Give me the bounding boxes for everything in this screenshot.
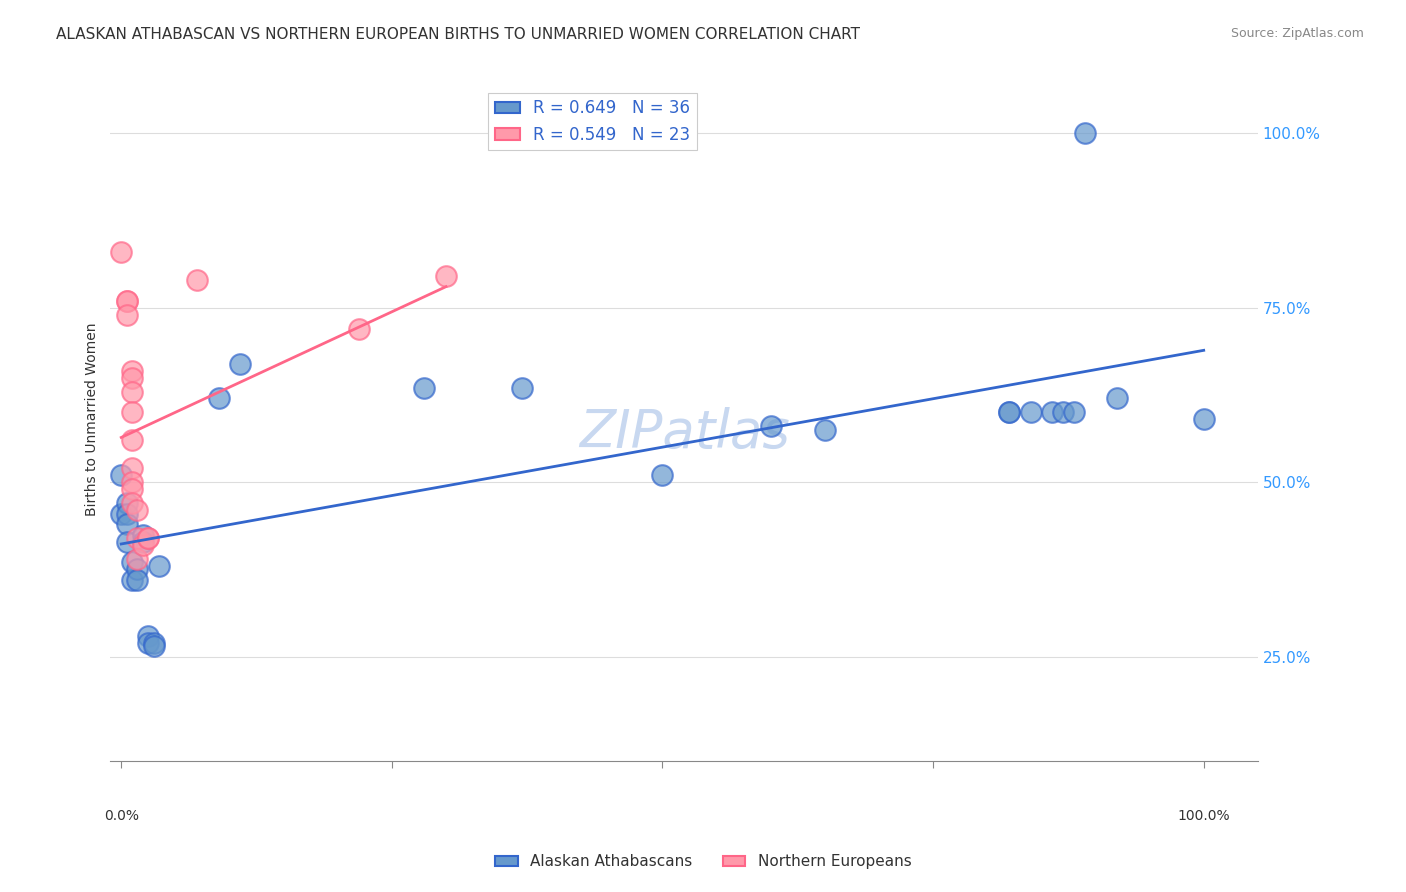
Point [127,552,149,566]
Point [127,573,149,587]
Point [759,419,782,434]
Point [814,423,837,437]
Point [434,269,457,284]
Point [136,531,159,545]
Point [121,475,143,490]
Point [510,381,533,395]
Legend: Alaskan Athabascans, Northern Europeans: Alaskan Athabascans, Northern Europeans [488,848,918,875]
Point [1107,392,1129,406]
Point [115,507,138,521]
Text: ZIPatlas: ZIPatlas [579,407,790,459]
Point [115,293,138,308]
Point [998,405,1021,419]
Point [208,392,231,406]
Point [121,370,143,384]
Point [132,534,155,549]
Point [132,527,155,541]
Point [115,308,138,322]
Point [121,461,143,475]
Point [136,636,159,650]
Point [1019,405,1042,419]
Point [121,573,143,587]
Text: 0.0%: 0.0% [104,809,139,823]
Point [186,273,208,287]
Point [121,405,143,419]
Y-axis label: Births to Unmarried Women: Births to Unmarried Women [86,323,100,516]
Point [148,559,170,574]
Text: 100.0%: 100.0% [1177,809,1230,823]
Point [349,321,371,335]
Point [121,482,143,496]
Legend: R = 0.649   N = 36, R = 0.549   N = 23: R = 0.649 N = 36, R = 0.549 N = 23 [488,93,697,150]
Point [110,244,132,259]
Point [413,381,436,395]
Point [127,503,149,517]
Point [110,468,132,483]
Point [1192,412,1215,426]
Point [142,636,165,650]
Point [121,434,143,448]
Point [121,556,143,570]
Point [127,562,149,576]
Point [229,357,252,371]
Point [132,538,155,552]
Point [1063,405,1085,419]
Text: Source: ZipAtlas.com: Source: ZipAtlas.com [1230,27,1364,40]
Point [136,531,159,545]
Point [651,468,673,483]
Point [115,293,138,308]
Point [110,507,132,521]
Point [121,363,143,377]
Text: ALASKAN ATHABASCAN VS NORTHERN EUROPEAN BIRTHS TO UNMARRIED WOMEN CORRELATION CH: ALASKAN ATHABASCAN VS NORTHERN EUROPEAN … [56,27,860,42]
Point [1052,405,1074,419]
Point [1073,126,1095,140]
Point [127,531,149,545]
Point [115,496,138,510]
Point [136,629,159,643]
Point [142,639,165,653]
Point [121,384,143,399]
Point [1040,405,1063,419]
Point [998,405,1021,419]
Point [121,496,143,510]
Point [115,517,138,532]
Point [115,534,138,549]
